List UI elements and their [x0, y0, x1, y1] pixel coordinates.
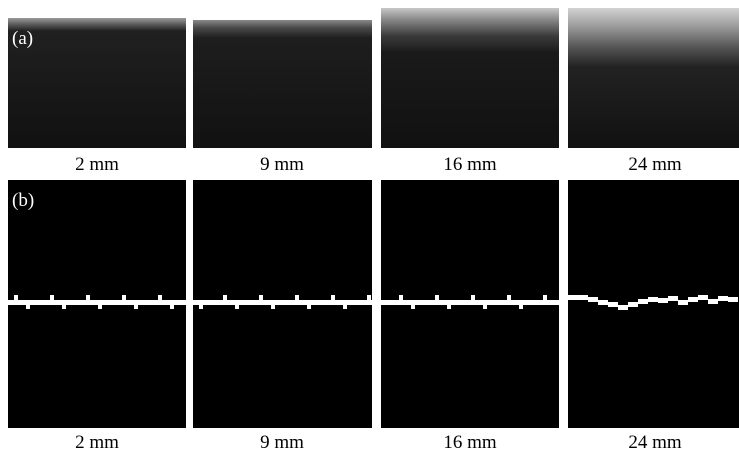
edge-segment — [678, 300, 688, 305]
edge-segment — [271, 305, 275, 309]
panel-label: (b) — [12, 190, 34, 211]
edge-segment — [307, 305, 311, 309]
edge-segment — [708, 299, 718, 304]
edge-segment — [658, 298, 668, 303]
edge-segment — [688, 297, 698, 302]
edge-segment — [698, 295, 708, 300]
edge-segment — [578, 295, 588, 300]
edge-segment — [648, 297, 658, 302]
edge-segment — [483, 305, 487, 309]
caption: 16 mm — [443, 432, 497, 453]
image-a3 — [381, 8, 559, 148]
edge-segment — [26, 305, 30, 309]
edge-segment — [471, 295, 475, 300]
edge-segment — [331, 295, 335, 300]
image-a1 — [8, 18, 186, 148]
edge-segment — [158, 295, 162, 300]
edge-segment — [381, 300, 559, 305]
edge-segment — [435, 295, 439, 300]
edge-segment — [608, 302, 618, 307]
edge-segment — [638, 299, 648, 304]
edge-segment — [668, 296, 678, 301]
edge-segment — [718, 296, 728, 301]
caption: 16 mm — [443, 154, 497, 175]
caption: 24 mm — [628, 432, 682, 453]
edge-segment — [295, 295, 299, 300]
edge-segment — [50, 295, 54, 300]
edge-segment — [568, 295, 578, 300]
edge-segment — [170, 305, 174, 309]
edge-segment — [8, 300, 186, 305]
caption: 9 mm — [260, 432, 304, 453]
panel-label: (a) — [12, 28, 33, 49]
edge-segment — [14, 295, 18, 300]
caption: 9 mm — [260, 154, 304, 175]
edge-segment — [399, 295, 403, 300]
edge-segment — [259, 295, 263, 300]
edge-segment — [122, 295, 126, 300]
edge-segment — [507, 295, 511, 300]
edge-segment — [728, 297, 738, 302]
edge-segment — [86, 295, 90, 300]
edge-segment — [543, 295, 547, 300]
edge-segment — [447, 305, 451, 309]
edge-segment — [343, 305, 347, 309]
edge-segment — [62, 305, 66, 309]
caption: 24 mm — [628, 154, 682, 175]
edge-segment — [588, 297, 598, 302]
edge-segment — [618, 305, 628, 310]
edge-segment — [598, 300, 608, 305]
edge-segment — [235, 305, 239, 309]
edge-segment — [367, 295, 371, 300]
caption: 2 mm — [75, 154, 119, 175]
edge-segment — [134, 305, 138, 309]
edge-segment — [519, 305, 523, 309]
edge-segment — [193, 300, 372, 305]
figure: (a) 2 mm 9 mm 16 mm 24 mm (b) 2 mm 9 mm … — [0, 0, 739, 454]
image-a4 — [568, 8, 739, 148]
edge-segment — [223, 295, 227, 300]
edge-segment — [411, 305, 415, 309]
edge-segment — [199, 305, 203, 309]
edge-segment — [628, 302, 638, 307]
image-a2 — [193, 20, 372, 148]
page: {"panels": [ {"label": "(a)", "captions"… — [0, 0, 739, 454]
caption: 2 mm — [75, 432, 119, 453]
edge-segment — [98, 305, 102, 309]
